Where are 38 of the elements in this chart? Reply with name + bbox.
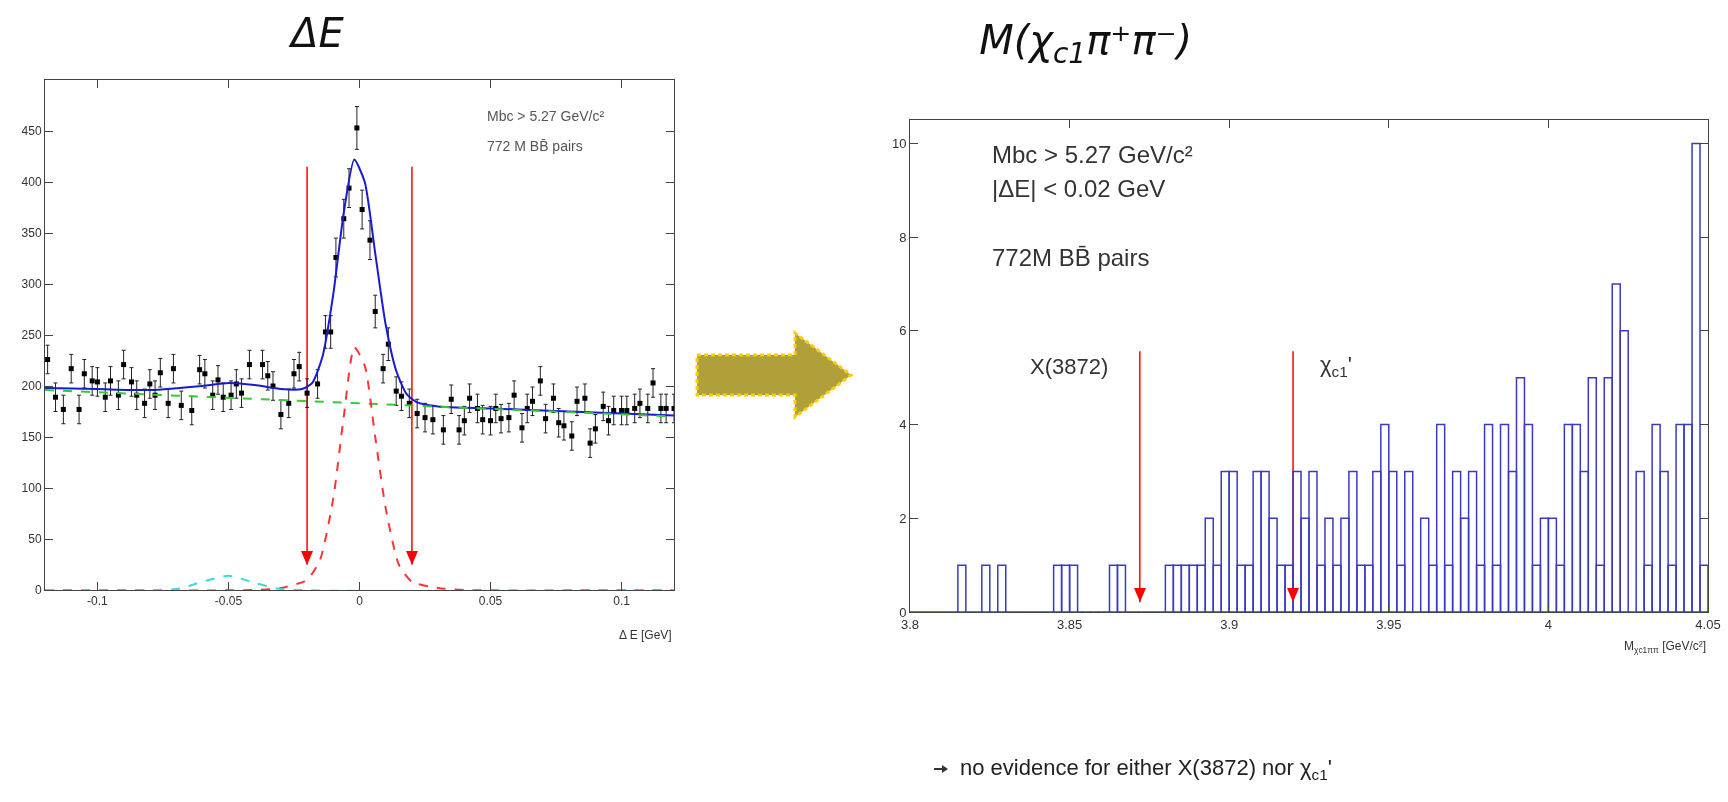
y-tick-label: 350 [21,226,42,241]
x-tick-label: 0.1 [613,594,631,609]
x-tick-label: 0.05 [478,594,503,609]
x-tick-label: 3.95 [1376,616,1402,632]
annotation: 772 M BB̄ pairs [487,138,583,154]
chart-title: M(χ$_{c1}$π⁺π⁻) [979,17,1193,70]
line-series [45,158,674,417]
ref-line-label: X(3872) [1030,354,1109,379]
x-tick-label: 4.05 [1695,616,1721,632]
x-tick-label: -0.1 [87,594,109,609]
chart-title: ΔE [288,9,345,56]
x-tick-label: -0.05 [214,594,243,609]
ref-line-label: χ$_{c1}$' [1320,352,1353,380]
y-tick-label: 200 [21,379,42,394]
y-tick-label: 450 [21,124,42,139]
annotation: Mbc > 5.27 GeV/c² [992,141,1193,168]
y-tick-label: 150 [21,430,42,445]
y-tick-label: 0 [34,583,42,598]
annotation: Mbc > 5.27 GeV/c² [487,108,605,124]
x-axis-title: M$_{χc1ππ}$ [GeV/c²] [1624,639,1707,655]
x-tick-label: 4 [1544,616,1553,632]
y-tick-label: 2 [899,510,907,526]
y-tick-label: 400 [21,175,42,190]
x-tick-label: 3.9 [1220,616,1239,632]
y-tick-label: 50 [28,532,42,547]
y-tick-label: 100 [21,481,42,496]
x-axis-title: Δ E [GeV] [619,628,672,642]
annotation: 772M BB̄ pairs [992,244,1150,271]
x-tick-label: 0 [356,594,364,609]
y-tick-label: 4 [899,417,907,433]
annotation: |ΔE| < 0.02 GeV [992,175,1166,202]
y-tick-label: 250 [21,328,42,343]
text: no evidence for either X(3872) nor χ$_{c1}$' [960,755,1332,783]
y-tick-label: 8 [899,229,907,245]
y-tick-label: 6 [899,323,907,339]
x-tick-label: 3.85 [1056,616,1083,632]
y-tick-label: 10 [891,135,907,151]
y-tick-label: 300 [21,277,42,292]
